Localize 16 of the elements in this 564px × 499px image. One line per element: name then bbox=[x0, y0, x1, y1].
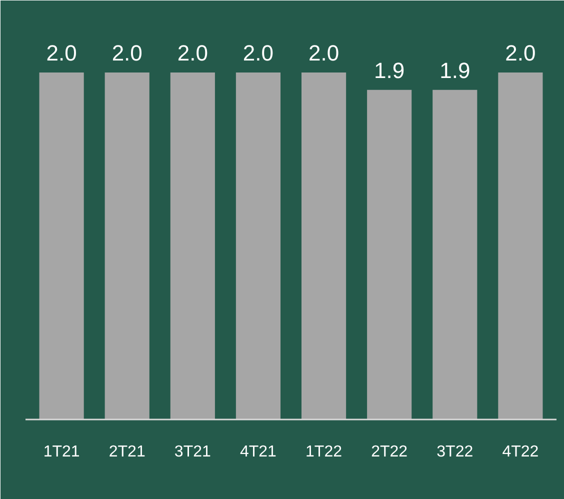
data-label: 2.0 bbox=[112, 40, 142, 66]
x-tick-label: 4T21 bbox=[240, 444, 277, 460]
data-label: 2.0 bbox=[177, 40, 208, 66]
data-label: 2.0 bbox=[242, 40, 274, 66]
x-tick-label: 1T21 bbox=[43, 444, 80, 460]
data-label: 1.9 bbox=[440, 58, 470, 83]
data-label: 1.9 bbox=[374, 58, 405, 83]
x-tick-label: 3T22 bbox=[436, 444, 474, 460]
x-tick-label: 4T22 bbox=[502, 444, 539, 460]
data-label: 2.0 bbox=[505, 40, 536, 66]
x-tick-label: 2T22 bbox=[371, 444, 408, 460]
data-label: 2.0 bbox=[46, 40, 77, 66]
x-tick-label: 1T22 bbox=[306, 444, 342, 460]
data-label: 2.0 bbox=[308, 40, 340, 66]
x-tick-label: 2T21 bbox=[108, 444, 146, 460]
x-tick-label: 3T21 bbox=[174, 444, 212, 460]
